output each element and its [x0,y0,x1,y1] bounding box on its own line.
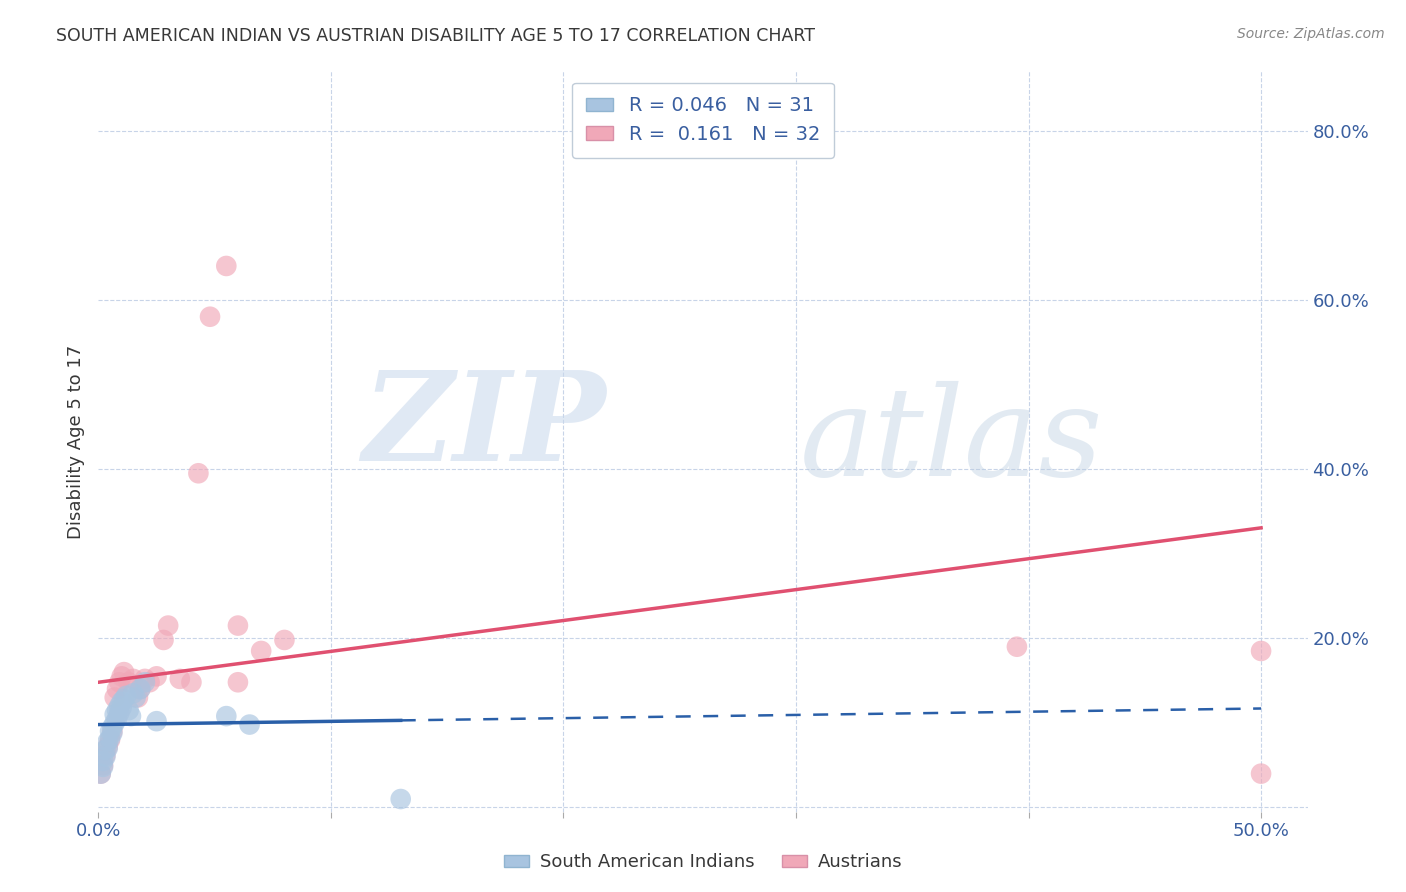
Point [105,703,128,717]
Point [111,700,134,714]
Point [105,681,128,696]
Point [94,749,117,764]
Point [118,675,141,690]
Point [91,758,114,772]
Text: atlas: atlas [800,381,1104,502]
Point [169,672,191,686]
Point [91,760,114,774]
Point [152,632,174,647]
Point [108,675,131,690]
Point [124,690,146,705]
Point [104,707,127,722]
Point [180,675,202,690]
Point [98,724,121,739]
Point [112,665,135,679]
Point [112,692,135,706]
Point [97,741,120,756]
Point [108,706,131,720]
Point [215,259,238,273]
Point [98,732,121,747]
Point [1250,644,1272,658]
Point [129,681,152,696]
Point [187,467,209,481]
Point [111,669,134,683]
Point [138,675,160,690]
Point [239,717,262,731]
Point [91,754,114,768]
Point [104,715,127,730]
Point [90,766,112,780]
Point [94,743,117,757]
Text: ZIP: ZIP [363,366,606,488]
Point [1005,640,1028,654]
Point [122,686,145,700]
Point [145,669,167,683]
Legend: South American Indians, Austrians: South American Indians, Austrians [496,847,910,879]
Text: Source: ZipAtlas.com: Source: ZipAtlas.com [1237,27,1385,41]
Point [97,739,120,754]
Point [157,618,180,632]
Point [120,709,142,723]
Point [127,690,149,705]
Point [226,675,249,690]
Point [145,714,167,729]
Point [122,672,145,686]
Point [101,724,124,739]
Point [115,689,138,703]
Point [226,618,249,632]
Point [389,792,412,806]
Point [215,709,238,723]
Point [1250,766,1272,780]
Point [101,720,124,734]
Point [101,726,124,740]
Legend: R = 0.046   N = 31, R =  0.161   N = 32: R = 0.046 N = 31, R = 0.161 N = 32 [572,83,834,158]
Point [129,681,152,696]
Point [97,734,120,748]
Y-axis label: Disability Age 5 to 17: Disability Age 5 to 17 [66,344,84,539]
Point [90,766,112,780]
Point [111,695,134,709]
Point [118,703,141,717]
Point [250,644,273,658]
Point [273,632,295,647]
Point [104,690,127,705]
Point [108,698,131,713]
Point [105,712,128,726]
Point [134,672,156,686]
Point [94,747,117,762]
Point [198,310,221,324]
Text: SOUTH AMERICAN INDIAN VS AUSTRIAN DISABILITY AGE 5 TO 17 CORRELATION CHART: SOUTH AMERICAN INDIAN VS AUSTRIAN DISABI… [56,27,815,45]
Point [98,731,121,745]
Point [134,675,156,690]
